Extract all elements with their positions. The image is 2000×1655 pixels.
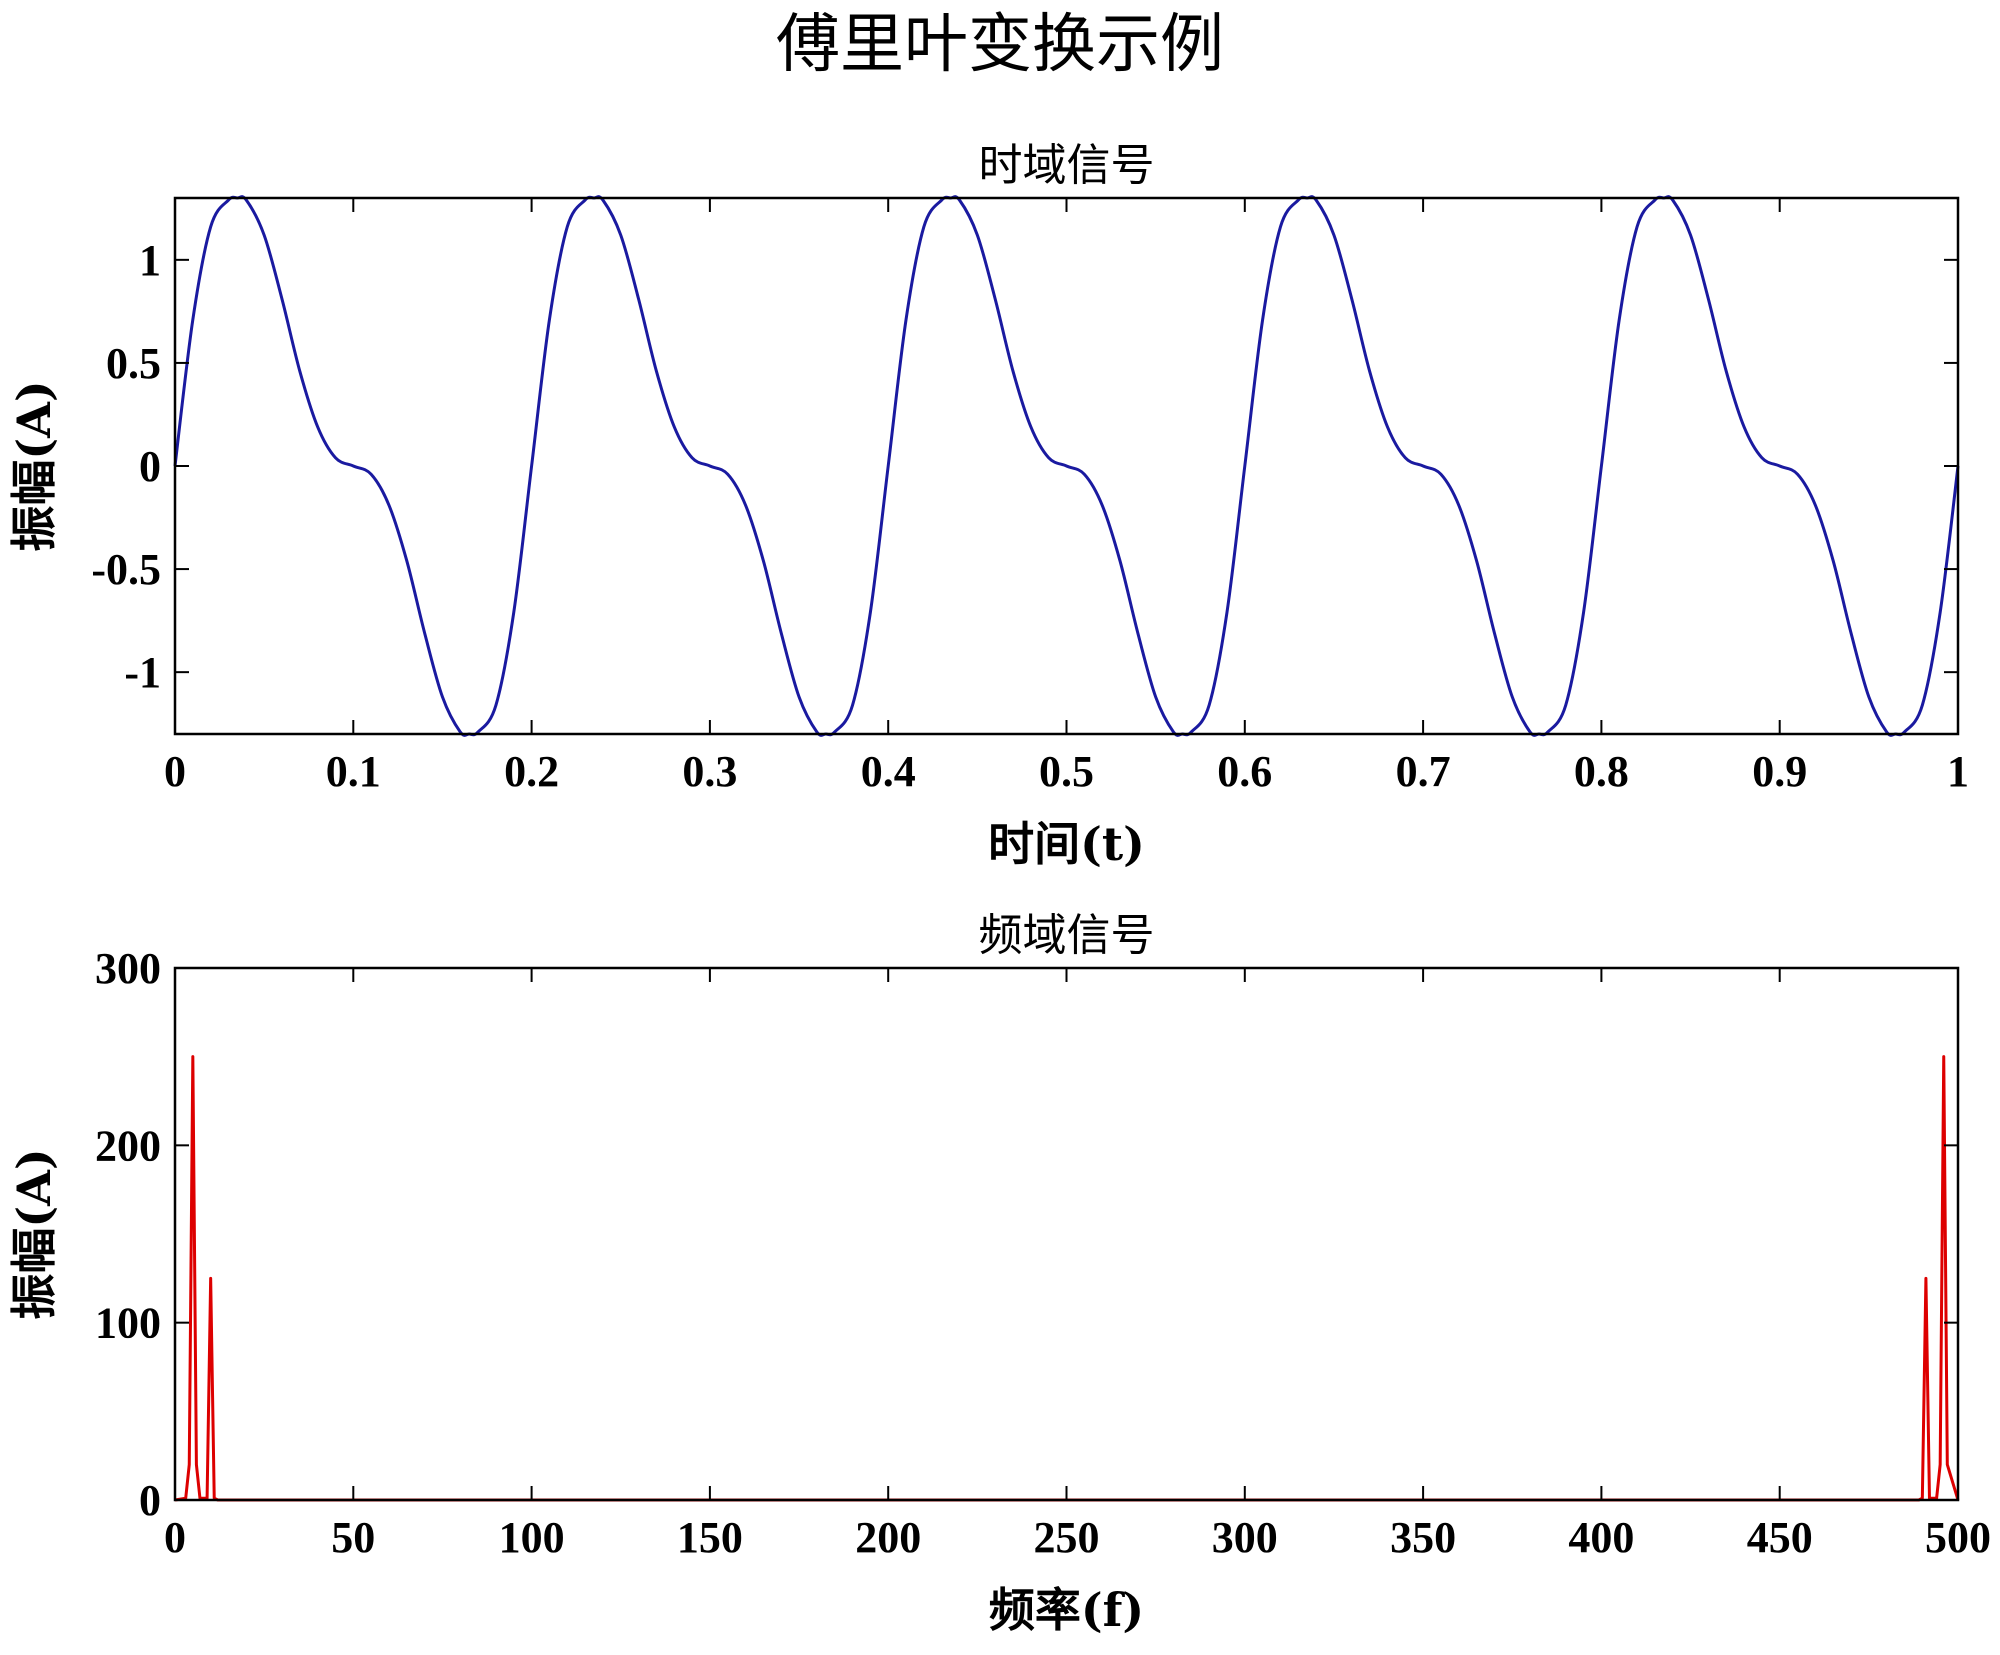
freq-x-tick-label: 500 [1925, 1513, 1991, 1562]
time-x-tick-label: 0.4 [861, 747, 916, 796]
freq-x-tick-label: 200 [855, 1513, 921, 1562]
figure-title: 傅里叶变换示例 [776, 8, 1224, 82]
time-x-axis-label: 时间(t) [988, 817, 1145, 871]
freq-x-tick-label: 350 [1390, 1513, 1456, 1562]
time-x-tick-label: 0.7 [1396, 747, 1451, 796]
freq-x-tick-label: 450 [1747, 1513, 1813, 1562]
freq-y-tick-label: 200 [95, 1121, 161, 1170]
freq-y-tick-label: 100 [95, 1299, 161, 1348]
freq-x-tick-label: 250 [1034, 1513, 1100, 1562]
freq-y-axis-label: 振幅(A) [7, 1148, 61, 1319]
time-x-tick-label: 0.5 [1039, 747, 1094, 796]
freq-x-tick-label: 50 [331, 1513, 375, 1562]
freq-series-line [174, 1055, 1960, 1502]
time-x-tick-label: 0 [164, 747, 186, 796]
frequency-domain-axes: 频域信号 0 50 100 150 200 250 300 350 400 450 500 0 100 20… [7, 910, 1991, 1637]
time-x-tick-label: 0.2 [504, 747, 559, 796]
freq-y-tick-label: 300 [95, 944, 161, 993]
time-y-tick-label: 0.5 [106, 339, 161, 388]
freq-axes-title: 频域信号 [979, 910, 1155, 961]
freq-x-axis-label: 频率(f) [989, 1583, 1144, 1637]
time-y-tick-label: -1 [124, 648, 161, 697]
freq-x-tick-label: 100 [499, 1513, 565, 1562]
time-x-tick-label: 1 [1947, 747, 1969, 796]
freq-axes-frame [173, 966, 1960, 1502]
time-axes-title: 时域信号 [979, 140, 1155, 191]
freq-y-tick-label: 0 [139, 1476, 161, 1525]
time-x-tick-label: 0.3 [682, 747, 737, 796]
time-y-tick-label: 1 [139, 236, 161, 285]
freq-x-tick-label: 150 [677, 1513, 743, 1562]
freq-x-tick-label: 300 [1212, 1513, 1278, 1562]
time-y-tick-label: -0.5 [91, 545, 161, 594]
time-series-line [173, 195, 1960, 737]
time-x-tick-label: 0.8 [1574, 747, 1629, 796]
freq-x-tick-label: 0 [164, 1513, 186, 1562]
time-x-tick-label: 0.9 [1752, 747, 1807, 796]
time-domain-axes: 时域信号 0 0.1 0.2 0.3 0.4 0.5 0.6 0.7 0.8 0.9 1 -1 -0.5 0… [7, 140, 1969, 871]
time-y-axis-label: 振幅(A) [7, 380, 61, 551]
time-x-tick-label: 0.1 [326, 747, 381, 796]
time-x-tick-label: 0.6 [1217, 747, 1272, 796]
freq-x-tick-label: 400 [1568, 1513, 1634, 1562]
time-y-tick-label: 0 [139, 442, 161, 491]
